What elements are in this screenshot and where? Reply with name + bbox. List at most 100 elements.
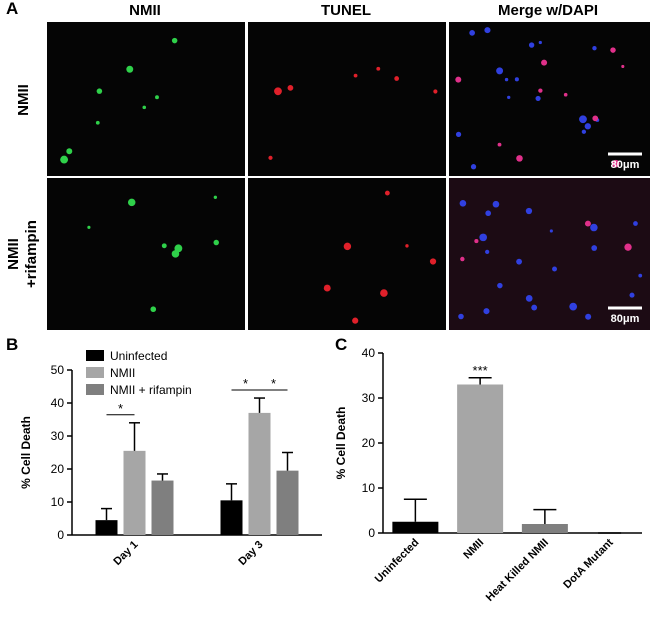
cell	[497, 142, 502, 147]
cell	[484, 27, 491, 34]
cell	[563, 92, 568, 97]
cell	[633, 221, 638, 226]
significance: ***	[473, 363, 488, 378]
cell	[287, 84, 294, 91]
cell	[174, 244, 183, 253]
x-tick-label: Uninfected	[373, 537, 422, 586]
cell	[458, 313, 464, 320]
y-tick-label: 40	[362, 346, 376, 360]
cell	[455, 131, 462, 137]
cell	[274, 87, 282, 96]
cell	[610, 47, 616, 53]
y-tick-label: 20	[362, 436, 376, 450]
x-tick-label: Day 1	[111, 539, 140, 568]
x-tick-label: Day 3	[236, 539, 265, 568]
cell	[380, 289, 388, 297]
cell	[323, 284, 331, 292]
bar	[123, 450, 146, 535]
bar	[392, 521, 439, 533]
panel-letter: A	[6, 0, 18, 18]
cell	[455, 76, 462, 83]
y-tick-label: 40	[51, 396, 65, 410]
cell	[150, 306, 157, 313]
legend-label: NMII	[110, 366, 135, 380]
cell	[171, 37, 178, 44]
y-axis-title: % Cell Death	[334, 407, 348, 480]
cell	[584, 220, 591, 227]
bar	[151, 480, 174, 535]
cell	[525, 207, 533, 215]
cell	[538, 40, 542, 45]
y-tick-label: 20	[51, 462, 65, 476]
significance: *	[243, 376, 248, 391]
bar	[248, 412, 271, 535]
micrograph	[47, 178, 245, 330]
cell	[66, 148, 73, 155]
column-header: NMII	[129, 2, 161, 19]
cell	[579, 115, 587, 124]
cell	[485, 249, 490, 255]
x-tick-label: NMII	[461, 537, 486, 562]
cell	[629, 292, 635, 298]
bar	[220, 500, 243, 535]
cell	[591, 245, 598, 251]
cell	[429, 258, 437, 265]
cell	[127, 198, 136, 207]
y-tick-label: 30	[362, 391, 376, 405]
cell	[343, 242, 352, 251]
cell	[531, 304, 538, 311]
x-tick-label: DotA Mutant	[561, 536, 616, 591]
cell	[549, 229, 553, 233]
cell	[352, 317, 359, 324]
cell	[376, 66, 381, 71]
cell	[95, 120, 100, 125]
cell	[590, 223, 598, 232]
cell	[621, 64, 625, 69]
cell	[394, 76, 400, 81]
cell	[525, 294, 533, 302]
cell	[638, 273, 643, 278]
cell	[496, 67, 504, 75]
micrograph	[47, 22, 245, 176]
micrograph	[449, 22, 650, 176]
cell	[492, 200, 500, 208]
y-tick-label: 50	[51, 363, 65, 377]
cell	[213, 195, 218, 199]
cell	[538, 88, 543, 93]
y-tick-label: 10	[362, 481, 376, 495]
cell	[268, 155, 273, 160]
cell	[485, 210, 492, 217]
cell	[479, 233, 487, 242]
micrograph	[248, 22, 446, 176]
micrograph	[248, 178, 446, 330]
cell	[161, 243, 167, 249]
cell	[126, 65, 134, 73]
cell	[353, 73, 358, 78]
y-tick-label: 30	[51, 429, 65, 443]
cell	[584, 123, 591, 130]
column-header: Merge w/DAPI	[498, 2, 598, 19]
cell	[459, 199, 467, 207]
column-header: TUNEL	[321, 2, 371, 19]
bar	[457, 384, 504, 533]
cell	[483, 308, 490, 315]
y-tick-label: 10	[51, 495, 65, 509]
bar	[95, 520, 118, 535]
panel-letter: C	[335, 335, 347, 354]
cell	[384, 190, 390, 196]
cell	[460, 256, 465, 262]
cell	[592, 115, 599, 122]
scale-bar-label: 80μm	[611, 313, 640, 325]
x-tick-label: Heat Killed NMII	[484, 537, 551, 604]
cell	[552, 266, 557, 272]
cell	[504, 77, 509, 82]
cell	[213, 239, 219, 246]
cell	[405, 244, 409, 248]
row-label: +rifampin	[23, 220, 40, 288]
cell	[469, 30, 475, 36]
significance: *	[271, 376, 276, 391]
cell	[516, 155, 523, 162]
row-label: NMII	[15, 84, 32, 116]
